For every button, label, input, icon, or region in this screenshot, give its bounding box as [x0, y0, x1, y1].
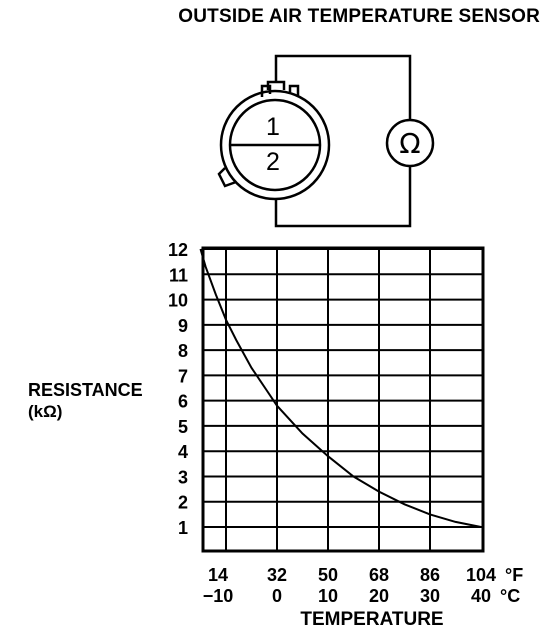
- y-tick-label: 10: [168, 291, 188, 311]
- connector-tab-right: [288, 84, 300, 96]
- terminal-2-label: 2: [266, 148, 280, 176]
- terminal-1-label: 1: [266, 113, 280, 141]
- x-tick-labels-celsius: −10 0 10 20 30 40: [203, 586, 491, 606]
- resistance-curve: [199, 248, 482, 528]
- circuit-schematic: [217, 54, 435, 228]
- x-tick-label-f: 32: [267, 565, 287, 585]
- x-tick-label-c: 30: [420, 586, 440, 606]
- y-axis-unit: (kΩ): [28, 402, 62, 421]
- x-tick-labels-fahrenheit: 14 32 50 68 86 104: [208, 565, 496, 585]
- y-tick-label: 4: [178, 442, 188, 462]
- y-tick-label: 3: [178, 467, 188, 487]
- chart-grid: [203, 248, 483, 551]
- x-tick-label-f: 86: [420, 565, 440, 585]
- ohmmeter-icon: [385, 118, 435, 168]
- x-tick-label-c: −10: [203, 586, 234, 606]
- y-tick-label: 5: [178, 417, 188, 437]
- x-tick-label-f: 104: [466, 565, 496, 585]
- y-tick-label: 12: [168, 240, 188, 260]
- y-axis-label: RESISTANCE: [28, 380, 143, 400]
- wire-bottom: [274, 166, 412, 228]
- x-tick-label-c: 0: [272, 586, 282, 606]
- y-tick-label: 8: [178, 341, 188, 361]
- y-tick-label: 6: [178, 392, 188, 412]
- y-tick-label: 1: [178, 518, 188, 538]
- x-axis-label: TEMPERATURE: [300, 609, 443, 630]
- x-tick-label-c: 10: [318, 586, 338, 606]
- x-tick-label-c: 20: [369, 586, 389, 606]
- y-tick-label: 7: [178, 366, 188, 386]
- celsius-unit: °C: [500, 586, 520, 606]
- x-tick-label-c: 40: [471, 586, 491, 606]
- x-tick-label-f: 68: [369, 565, 389, 585]
- x-tick-label-f: 50: [318, 565, 338, 585]
- y-tick-label: 9: [178, 316, 188, 336]
- y-tick-label: 11: [169, 265, 188, 285]
- x-tick-label-f: 14: [208, 565, 228, 585]
- connector-latch: [217, 167, 237, 188]
- fahrenheit-unit: °F: [505, 565, 523, 585]
- wire-top: [274, 54, 412, 120]
- ohm-symbol: Ω: [399, 127, 420, 160]
- y-tick-label: 2: [178, 493, 188, 513]
- diagram-title: OUTSIDE AIR TEMPERATURE SENSOR: [178, 6, 540, 27]
- chart-frame: [201, 246, 485, 553]
